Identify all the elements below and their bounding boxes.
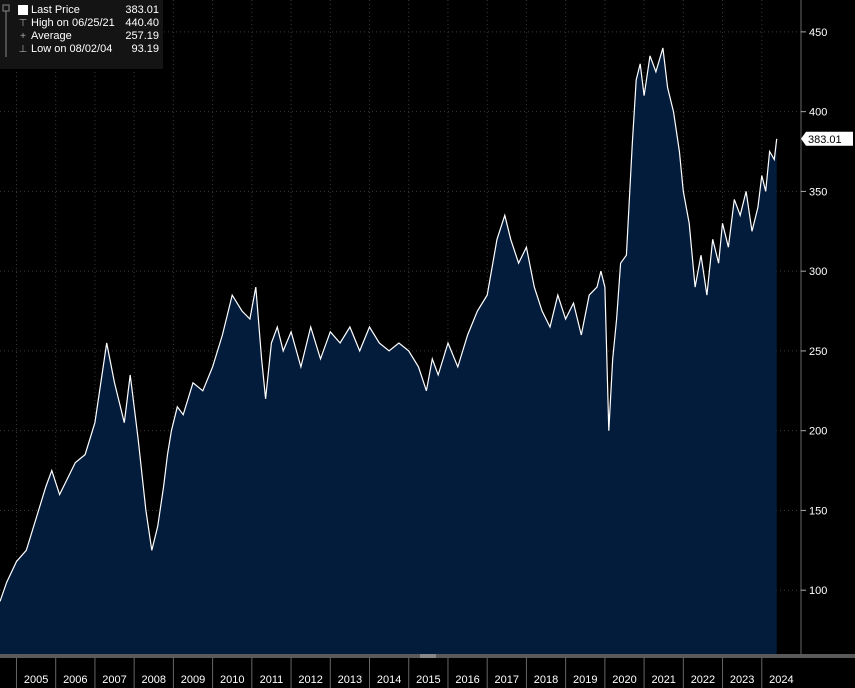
- x-tick-label: 2005: [24, 674, 48, 686]
- y-tick-label: 400: [809, 107, 827, 119]
- x-tick-label: 2010: [220, 674, 244, 686]
- price-line: [0, 47, 778, 602]
- x-tick-label: 2016: [455, 674, 479, 686]
- scrollbar-thumb[interactable]: [420, 654, 436, 658]
- x-tick-label: 2018: [534, 674, 558, 686]
- last-price-tag-label: 383.01: [808, 134, 842, 146]
- white-square-icon: [18, 5, 28, 15]
- y-tick-label: 150: [809, 505, 827, 517]
- y-tick-label: 300: [809, 266, 827, 278]
- x-axis-ticks: 2005 2006 2007 2008 2009 2010 2011 2012 2013 2014…: [15, 658, 794, 688]
- last-price-tag: 383.01: [801, 131, 853, 146]
- x-tick-label: 2011: [260, 674, 284, 686]
- x-tick-label: 2009: [181, 674, 205, 686]
- y-tick-label: 450: [809, 27, 827, 39]
- y-axis-ticks: 100 150 200 250 300 350 400 450: [801, 27, 827, 597]
- x-tick-label: 2017: [495, 674, 519, 686]
- chart-legend: Last Price 383.01 ⊤ High on 06/25/21 440…: [0, 0, 163, 69]
- x-tick-label: 2013: [338, 674, 362, 686]
- y-tick-label: 200: [809, 426, 827, 438]
- low-tick-icon: ⊥: [18, 44, 28, 55]
- x-tick-label: 2007: [102, 674, 126, 686]
- legend-tree-lines: [2, 4, 10, 57]
- x-tick-label: 2008: [142, 674, 166, 686]
- x-tick-label: 2022: [691, 674, 715, 686]
- average-plus-icon: +: [20, 31, 26, 42]
- x-tick-label: 2020: [612, 674, 636, 686]
- x-tick-label: 2014: [377, 674, 401, 686]
- x-tick-label: 2021: [651, 674, 675, 686]
- y-tick-label: 350: [809, 186, 827, 198]
- y-tick-label: 100: [809, 585, 827, 597]
- high-tick-icon: ⊤: [18, 18, 28, 29]
- y-tick-label: 250: [809, 346, 827, 358]
- x-tick-label: 2006: [63, 674, 87, 686]
- x-tick-label: 2015: [416, 674, 440, 686]
- x-tick-label: 2019: [573, 674, 597, 686]
- x-tick-label: 2023: [730, 674, 754, 686]
- x-tick-label: 2012: [298, 674, 322, 686]
- x-tick-label: 2024: [769, 674, 793, 686]
